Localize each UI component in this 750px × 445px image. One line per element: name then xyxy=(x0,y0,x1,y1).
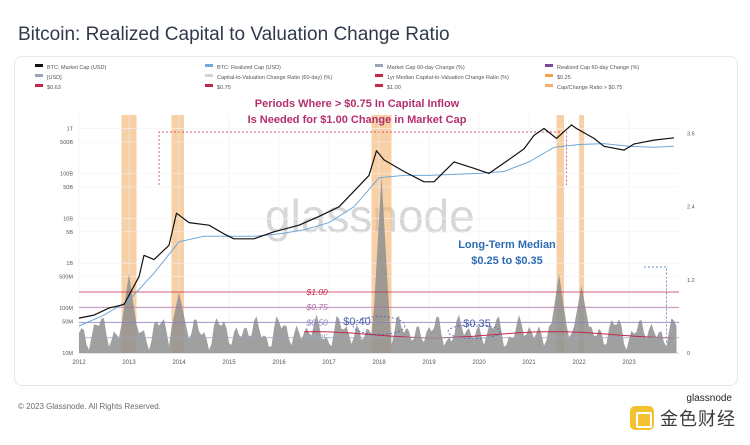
annotations: Periods Where > $0.75 In Capital Inflow … xyxy=(248,98,556,330)
y-left-tick-label: 5B xyxy=(66,230,73,236)
y-right-tick-label: 1.2 xyxy=(687,278,695,284)
x-tick-label: 2016 xyxy=(272,360,286,366)
x-tick-label: 2020 xyxy=(472,360,486,366)
y-left-tick-label: 50B xyxy=(63,185,73,191)
chart-svg: BTC: Market Cap (USD) BTC: Realized Cap (… xyxy=(35,64,695,366)
median-annotation-title: Long-Term Median xyxy=(458,239,556,251)
legend-label: Realized Cap 60-day Change (%) xyxy=(557,65,639,71)
watermark: glassnode xyxy=(265,190,475,242)
legend-swatch xyxy=(375,64,383,67)
x-tick-label: 2018 xyxy=(372,360,386,366)
legend-swatch xyxy=(35,74,43,77)
x-tick-label: 2015 xyxy=(222,360,236,366)
callout-ellipse-2020 xyxy=(447,324,501,340)
x-tick-label: 2022 xyxy=(572,360,586,366)
callout-2020: $0.35 xyxy=(463,318,491,330)
y-left-tick-label: 1B xyxy=(66,261,73,267)
legend-label: Market Cap 60-day Change (%) xyxy=(387,65,465,71)
ratio-area xyxy=(79,176,677,353)
price-lines xyxy=(78,124,675,327)
x-tick-label: 2012 xyxy=(72,360,86,366)
highlight-band xyxy=(171,115,184,353)
thresholds: $1.00 $0.75 $0.50 $0.25 xyxy=(79,287,679,343)
legend-swatch xyxy=(205,84,213,87)
legend-swatch xyxy=(375,84,383,87)
legend-swatch xyxy=(35,64,43,67)
legend-swatch xyxy=(545,84,553,87)
y-left-tick-label: 100B xyxy=(60,171,73,177)
legend-swatch xyxy=(375,74,383,77)
highlight-band xyxy=(579,115,584,353)
y-right-tick-label: 3.6 xyxy=(687,131,695,137)
legend-label: 1yr Median Capital-to-Valuation Change R… xyxy=(387,75,509,81)
legend-label: BTC: Market Cap (USD) xyxy=(47,65,106,71)
legend-label: $0.25 xyxy=(557,75,571,81)
legend-label: Cap/Change Ratio > $0.75 xyxy=(557,85,622,91)
y-left-tick-label: 100M xyxy=(59,306,73,312)
threshold-label: $0.25 xyxy=(306,333,329,343)
y-left-tick-label: 1T xyxy=(67,126,74,132)
legend-label: [USD] xyxy=(47,75,62,81)
brand-label: glassnode xyxy=(686,393,732,404)
market-cap-line xyxy=(78,124,675,319)
legend-swatch xyxy=(205,64,213,67)
realized-cap-line xyxy=(78,143,675,327)
legend-label: $0.75 xyxy=(217,85,231,91)
periods-annotation-line2: Is Needed for $1.00 Change in Market Cap xyxy=(248,114,467,126)
x-tick-label: 2023 xyxy=(622,360,636,366)
callout-2018: $0.40 xyxy=(343,316,371,328)
axes: 2012 2013 2014 2015 2016 2017 2018 2019 2020 2021… xyxy=(59,126,694,366)
x-tick-label: 2017 xyxy=(322,360,336,366)
highlight-band xyxy=(556,115,564,353)
periods-annotation-line1: Periods Where > $0.75 In Capital Inflow xyxy=(255,98,460,110)
threshold-label: $0.50 xyxy=(306,317,329,327)
copyright: © 2023 Glassnode. All Rights Reserved. xyxy=(18,402,161,411)
threshold-label: $1.00 xyxy=(306,287,329,297)
y-left-tick-label: 10B xyxy=(63,216,73,222)
y-right-tick-label: 2.4 xyxy=(687,205,695,211)
y-left-tick-label: 50M xyxy=(62,320,73,326)
threshold-label: $0.75 xyxy=(306,302,329,312)
legend-label: $1.00 xyxy=(387,85,401,91)
y-left-tick-label: 500M xyxy=(59,275,73,281)
y-left-tick-label: 10M xyxy=(62,351,73,357)
y-left-tick-label: 500B xyxy=(60,140,73,146)
corner-logo-icon xyxy=(630,406,654,430)
corner-logo-text: 金色财经 xyxy=(660,409,736,430)
legend-label: Capital-to-Valuation Change Ratio (60-da… xyxy=(217,75,332,81)
x-tick-label: 2013 xyxy=(122,360,136,366)
legend-swatch xyxy=(545,64,553,67)
median-line xyxy=(304,331,674,339)
x-tick-label: 2014 xyxy=(172,360,186,366)
corner-logo: 金色财经 xyxy=(630,405,736,431)
legend-label: BTC: Realized Cap (USD) xyxy=(217,65,281,71)
legend-swatch xyxy=(205,74,213,77)
y-right-tick-label: 0 xyxy=(687,351,690,357)
ratio-area xyxy=(79,176,677,353)
legend-swatch xyxy=(545,74,553,77)
chart-card: BTC: Market Cap (USD) BTC: Realized Cap (… xyxy=(14,56,738,386)
legend-swatch xyxy=(35,84,43,87)
periods-bracket xyxy=(158,131,567,185)
chart-legend: BTC: Market Cap (USD) BTC: Realized Cap (… xyxy=(35,64,639,91)
x-tick-label: 2021 xyxy=(522,360,536,366)
median-bracket xyxy=(644,266,667,343)
median-annotation-range: $0.25 to $0.35 xyxy=(471,255,543,267)
legend-label: $0.63 xyxy=(47,85,61,91)
callout-ellipse-2018 xyxy=(352,316,406,335)
x-tick-label: 2019 xyxy=(422,360,436,366)
page-title: Bitcoin: Realized Capital to Valuation C… xyxy=(18,24,450,45)
